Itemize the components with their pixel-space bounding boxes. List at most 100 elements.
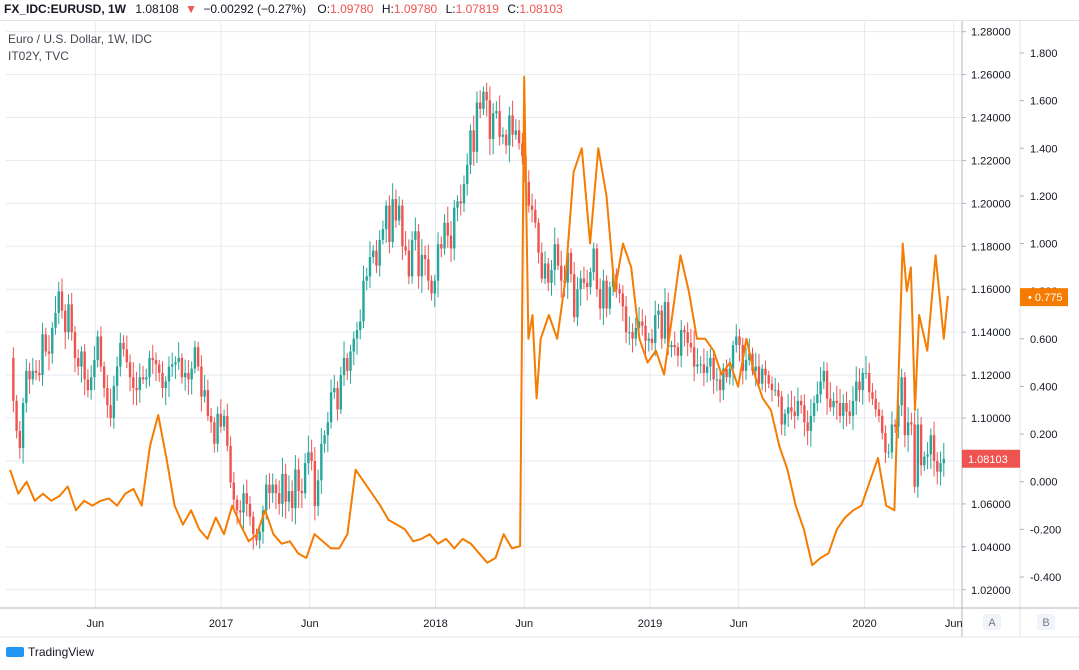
candle-body (135, 387, 138, 391)
candle-body (339, 375, 342, 410)
candle-body (329, 392, 333, 423)
candle-body (767, 375, 770, 384)
close-value: 1.08103 (519, 2, 563, 16)
candle-body (780, 396, 783, 425)
candle-body (226, 415, 229, 446)
candle-body (86, 379, 90, 391)
candle-body (119, 342, 122, 367)
candle-body (842, 403, 845, 416)
candle-body (375, 250, 378, 266)
candle-body (514, 130, 518, 135)
candle-body (397, 205, 401, 221)
candle-body (31, 370, 35, 380)
candle-body (316, 480, 320, 507)
candle-body (320, 443, 323, 481)
candle-body (423, 254, 427, 260)
candle-body (310, 452, 313, 461)
candle-body (573, 274, 576, 318)
last-price: 1.08108 (135, 2, 179, 16)
candle-body (654, 315, 657, 343)
candle-body (705, 366, 709, 373)
candle-body (28, 370, 31, 380)
candle-body (362, 280, 365, 322)
candle-body (161, 372, 164, 388)
candle-body (923, 456, 926, 466)
candle-body (786, 407, 790, 414)
last-yield-tag (1020, 288, 1068, 307)
candle-body (284, 473, 287, 502)
candle-body (158, 364, 161, 373)
candle-body (404, 246, 407, 251)
candle-body (187, 372, 190, 380)
candle-body (112, 385, 116, 419)
candle-body (900, 377, 903, 406)
candle-body (858, 381, 861, 391)
candle-body (417, 231, 420, 277)
candle-body (222, 415, 226, 427)
yield-tick-label: -0.200 (1030, 524, 1061, 536)
candle-body (180, 357, 184, 378)
candle-body (60, 291, 64, 311)
candle-body (378, 239, 381, 266)
symbol-label[interactable]: FX_IDC:EURUSD, 1W (4, 2, 127, 16)
tradingview-icon (6, 647, 24, 657)
candle-body (456, 201, 459, 208)
price-tick-label: 1.02000 (971, 585, 1011, 597)
candle-body (880, 415, 884, 434)
candle-body (851, 400, 855, 416)
price-tick-label: 1.18000 (971, 241, 1011, 253)
candle-body (893, 424, 897, 427)
candle-body (598, 289, 602, 309)
candle-body (271, 484, 274, 494)
candle-body (12, 357, 15, 401)
candle-body (209, 415, 213, 423)
candle-body (812, 403, 816, 416)
candle-body (667, 302, 670, 348)
candle-body (148, 357, 151, 378)
yield-tick-label: 0.200 (1030, 429, 1058, 441)
time-tick-label: 2019 (638, 618, 662, 630)
candle-body (177, 357, 180, 363)
candle-body (472, 130, 475, 152)
tradingview-logo[interactable]: TradingView (6, 645, 94, 659)
candle-body (504, 134, 508, 146)
candle-body (466, 164, 469, 185)
scale-a-button[interactable] (983, 614, 1001, 630)
candle-body (855, 381, 858, 401)
yield-tick-label: -0.400 (1030, 572, 1061, 584)
candle-body (407, 250, 411, 277)
yield-tick-label: 0.600 (1030, 334, 1058, 346)
candle-body (624, 306, 628, 333)
candle-body (206, 390, 210, 416)
candle-body (832, 400, 835, 408)
candle-body (692, 347, 696, 367)
candle-body (34, 370, 38, 373)
candle-body (151, 357, 154, 361)
candle-body (631, 332, 634, 339)
candle-body (602, 280, 605, 309)
candle-body (919, 424, 923, 466)
brand-label: TradingView (28, 645, 95, 659)
candle-body (757, 366, 761, 384)
candle-body (440, 244, 443, 249)
candle-body (401, 205, 404, 247)
candle-body (621, 293, 625, 307)
legend-main: Euro / U.S. Dollar, 1W, IDC (8, 32, 153, 46)
candle-body (248, 503, 252, 517)
candle-body (229, 445, 232, 483)
candle-body (890, 424, 894, 453)
candle-body (537, 222, 540, 253)
legend-overlay: IT02Y, TVC (8, 49, 69, 63)
scale-b-button[interactable] (1037, 614, 1055, 630)
candle-body (761, 368, 764, 384)
candle-body (871, 392, 874, 399)
candle-body (806, 422, 809, 431)
scale-a-label: A (988, 617, 996, 629)
candle-body (255, 533, 258, 541)
yield-tick-label: 1.600 (1030, 96, 1058, 108)
candle-body (54, 312, 57, 328)
price-tick-label: 1.20000 (971, 198, 1011, 210)
last-price-label: 1.08103 (968, 454, 1008, 466)
